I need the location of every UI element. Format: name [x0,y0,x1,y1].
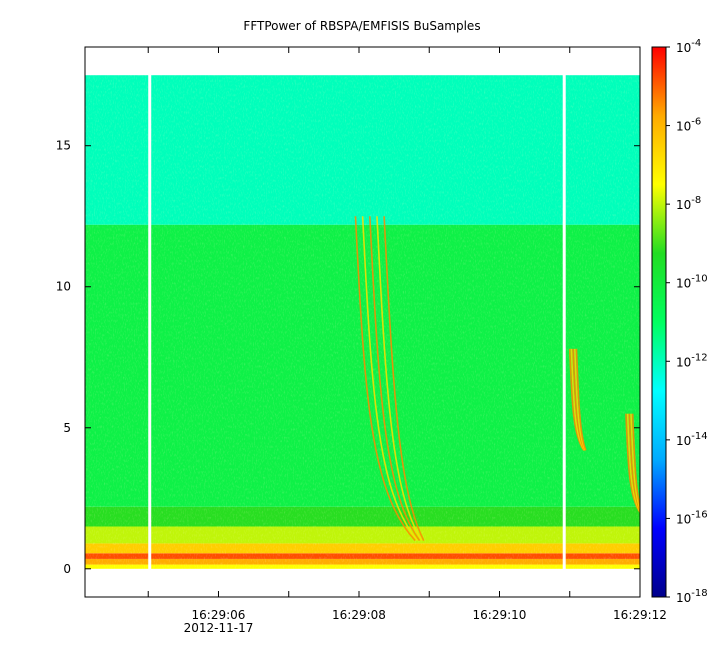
x-tick-label: 16:29:12 [613,608,667,622]
chorus-element [631,413,640,509]
colorbar-tick-exponent: -12 [691,352,707,363]
y-tick-label: 5 [63,421,71,435]
colorbar-tick-label: 10-16 [676,509,708,526]
colorbar-tick-label: 10-14 [676,431,708,448]
spectrogram-plot-area [85,74,640,570]
chorus-element [575,348,587,451]
colorbar-tick-mantissa: 10 [676,41,691,55]
chorus-element [361,216,418,542]
chorus-element [376,216,423,542]
plot-border [84,46,641,598]
colorbar-tick-mantissa: 10 [676,198,691,212]
plot-frame [84,46,641,598]
colorbar-tick-exponent: -6 [691,117,701,128]
spectral-noise-texture [85,75,640,569]
y-tick-label: 0 [63,562,71,576]
colorbar-tick-exponent: -18 [691,588,707,599]
x-tick-date-label: 2012-11-17 [184,621,254,635]
chorus-element [383,216,425,541]
x-tick-label: 16:29:08 [332,608,386,622]
colorbar-tick-mantissa: 10 [676,355,691,369]
y-tick-label: 15 [56,139,71,153]
y-axis: 0 5 10 15 [56,139,640,576]
colorbar-tick-exponent: -16 [691,509,707,520]
x-tick-label: 16:29:06 [192,608,246,622]
colorbar-tick-mantissa: 10 [676,277,691,291]
colorbar-tick-label: 10-4 [676,38,701,55]
chorus-element [572,348,586,451]
colorbar-tick-mantissa: 10 [676,591,691,605]
x-tick-label: 16:29:10 [473,608,527,622]
colorbar-tick-label: 10-8 [676,195,701,212]
y-tick-label: 10 [56,280,71,294]
colorbar-tick-label: 10-6 [676,117,701,134]
colorbar-tick-mantissa: 10 [676,120,691,134]
chorus-element [369,216,421,542]
colorbar-tick-mantissa: 10 [676,434,691,448]
colorbar-tick-label: 10-12 [676,352,708,369]
chorus-element [354,216,416,542]
colorbar-tick-exponent: -10 [691,274,707,285]
colorbar-tick-exponent: -4 [691,38,701,49]
colorbar-tick-exponent: -8 [691,195,701,206]
data-gap [562,74,566,570]
data-gap [148,74,152,570]
chorus-element [574,348,587,451]
chart-title: FFTPower of RBSPA/EMFISIS BuSamples [243,19,480,33]
chorus-element [630,413,640,511]
colorbar-tick-mantissa: 10 [676,512,691,526]
colorbar-tick-label: 10-10 [676,274,708,291]
colorbar-tick-label: 10-18 [676,588,708,605]
colorbar-tick-exponent: -14 [691,431,707,442]
colorbar-scale [651,46,667,598]
